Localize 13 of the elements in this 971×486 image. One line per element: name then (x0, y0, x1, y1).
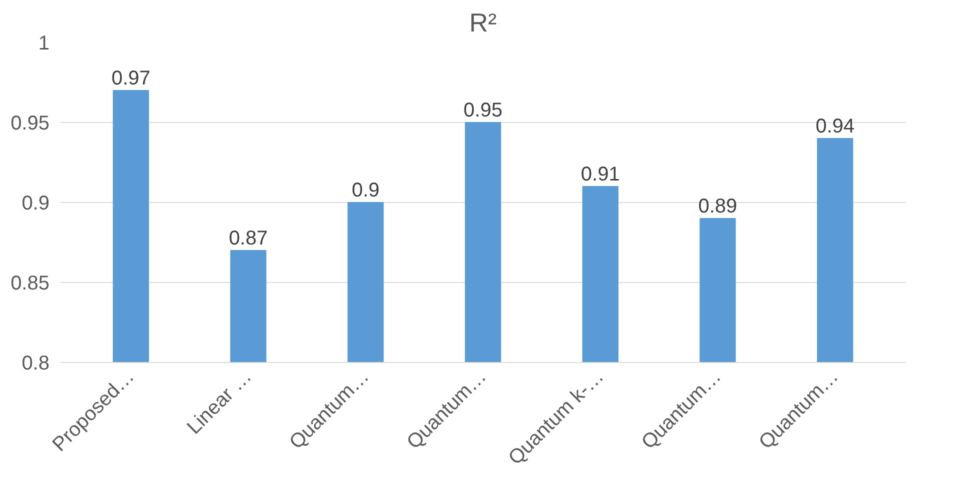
chart-title: R² (469, 8, 498, 38)
data-label: 0.89 (698, 196, 738, 218)
y-tick-label: 0.85 (10, 272, 50, 294)
data-label: 0.9 (352, 180, 380, 202)
data-label: 0.95 (464, 100, 502, 122)
data-label: 0.97 (111, 68, 150, 90)
y-tick-label: 0.8 (22, 352, 50, 374)
y-tick-label: 0.95 (10, 112, 50, 134)
y-tick-label: 0.9 (22, 192, 50, 214)
data-label: 0.94 (816, 116, 855, 138)
data-label: 0.87 (228, 228, 268, 250)
data-label: 0.91 (580, 164, 620, 186)
y-tick-label: 1 (38, 32, 50, 54)
